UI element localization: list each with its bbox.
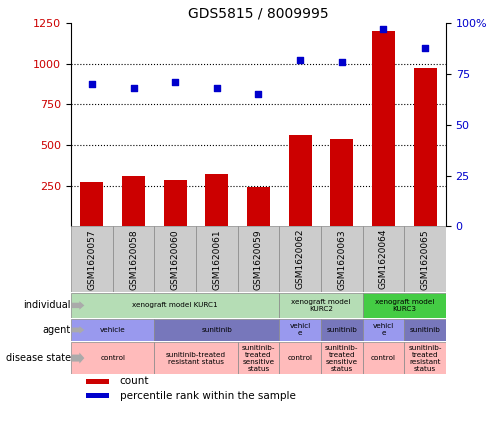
Text: xenograft model KURC1: xenograft model KURC1: [132, 302, 218, 308]
Bar: [279, 293, 363, 318]
FancyArrow shape: [72, 352, 84, 364]
Text: GSM1620058: GSM1620058: [129, 229, 138, 290]
Text: sunitinib-
treated
resistant
status: sunitinib- treated resistant status: [408, 345, 442, 371]
Bar: [154, 319, 279, 341]
Text: sunitinib-treated
resistant status: sunitinib-treated resistant status: [166, 352, 226, 365]
Text: percentile rank within the sample: percentile rank within the sample: [120, 390, 295, 401]
Bar: [196, 226, 238, 292]
Bar: [363, 226, 404, 292]
Text: control: control: [100, 355, 125, 361]
Point: [421, 44, 429, 51]
Text: xenograft model
KURC2: xenograft model KURC2: [291, 299, 351, 312]
Point: [255, 91, 263, 98]
Text: GSM1620061: GSM1620061: [212, 229, 221, 290]
Text: GSM1620057: GSM1620057: [87, 229, 97, 290]
Text: count: count: [120, 376, 149, 386]
Bar: [71, 342, 154, 374]
Bar: [404, 342, 446, 374]
Bar: [321, 226, 363, 292]
Bar: [363, 293, 446, 318]
Bar: [164, 180, 187, 226]
Text: GSM1620059: GSM1620059: [254, 229, 263, 290]
Text: GSM1620062: GSM1620062: [295, 229, 305, 289]
Text: vehicle: vehicle: [100, 327, 125, 333]
Bar: [86, 393, 108, 398]
Text: sunitinib-
treated
sensitive
status: sunitinib- treated sensitive status: [242, 345, 275, 371]
Bar: [363, 319, 404, 341]
Title: GDS5815 / 8009995: GDS5815 / 8009995: [188, 7, 329, 21]
Bar: [71, 226, 113, 292]
Bar: [289, 135, 312, 226]
FancyArrow shape: [72, 301, 84, 310]
Bar: [80, 182, 103, 226]
Bar: [279, 319, 321, 341]
Bar: [404, 319, 446, 341]
Bar: [154, 342, 238, 374]
Text: sunitinib: sunitinib: [201, 327, 232, 333]
Bar: [321, 342, 363, 374]
Text: sunitinib: sunitinib: [410, 327, 441, 333]
Text: agent: agent: [43, 325, 71, 335]
Text: GSM1620060: GSM1620060: [171, 229, 180, 290]
Bar: [71, 293, 279, 318]
Text: GSM1620065: GSM1620065: [420, 229, 430, 290]
Point: [213, 85, 221, 92]
Text: sunitinib-
treated
sensitive
status: sunitinib- treated sensitive status: [325, 345, 359, 371]
Point: [296, 56, 304, 63]
Text: individual: individual: [24, 300, 71, 310]
Bar: [363, 342, 404, 374]
Bar: [279, 342, 321, 374]
Text: xenograft model
KURC3: xenograft model KURC3: [374, 299, 434, 312]
Bar: [372, 31, 395, 226]
Bar: [154, 226, 196, 292]
Bar: [279, 226, 321, 292]
Point: [338, 58, 346, 65]
FancyArrow shape: [72, 326, 84, 334]
Text: control: control: [371, 355, 396, 361]
Bar: [247, 187, 270, 226]
Text: vehicl
e: vehicl e: [373, 324, 394, 336]
Text: GSM1620064: GSM1620064: [379, 229, 388, 289]
Text: disease state: disease state: [6, 353, 71, 363]
Bar: [238, 342, 279, 374]
Text: control: control: [288, 355, 313, 361]
Text: GSM1620063: GSM1620063: [337, 229, 346, 290]
Point: [88, 81, 96, 88]
Text: vehicl
e: vehicl e: [290, 324, 311, 336]
Bar: [113, 226, 154, 292]
Point: [129, 85, 137, 92]
Bar: [238, 226, 279, 292]
Bar: [321, 319, 363, 341]
Bar: [404, 226, 446, 292]
Bar: [414, 68, 437, 226]
Bar: [122, 176, 145, 226]
Bar: [205, 174, 228, 226]
Bar: [71, 319, 154, 341]
Point: [380, 26, 388, 33]
Bar: [330, 139, 353, 226]
Text: sunitinib: sunitinib: [326, 327, 357, 333]
Bar: [86, 379, 108, 384]
Point: [172, 79, 179, 85]
